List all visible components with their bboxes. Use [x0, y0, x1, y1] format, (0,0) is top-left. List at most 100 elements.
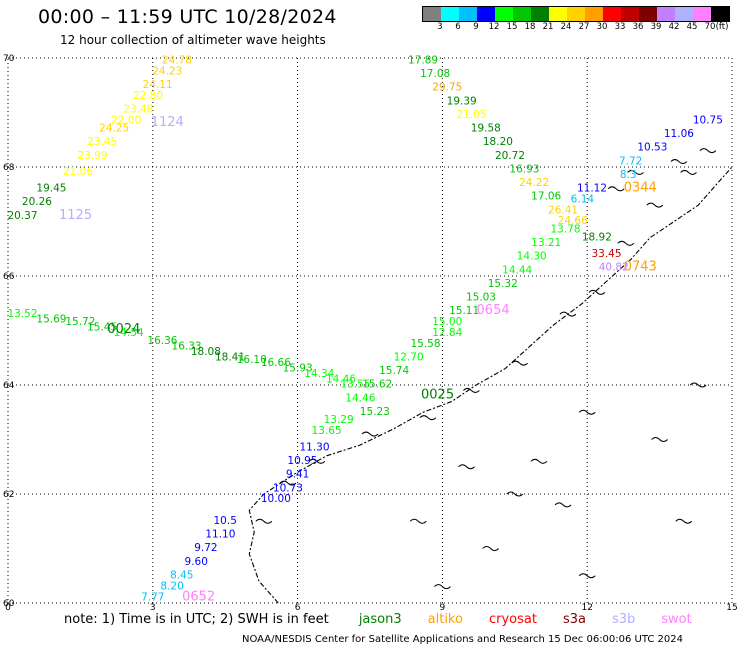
wave-height-value: 11.12 — [577, 183, 607, 195]
color-swatch — [657, 7, 675, 21]
color-swatch — [549, 7, 567, 21]
wave-height-value: 26.41 — [548, 204, 578, 216]
color-swatch — [513, 7, 531, 21]
color-swatch — [477, 7, 495, 21]
wave-height-value: 11.10 — [205, 529, 235, 541]
credit-line: NOAA/NESDIS Center for Satellite Applica… — [242, 634, 684, 645]
wave-height-value: 15.62 — [362, 379, 392, 391]
wave-height-value: 9.60 — [185, 556, 208, 568]
wave-height-value: 10.95 — [287, 455, 317, 467]
wave-height-value: 15.69 — [36, 313, 66, 325]
wave-height-value: 18.92 — [582, 232, 612, 244]
wave-height-value: 17.08 — [420, 68, 450, 80]
wave-height-value: 24.66 — [558, 215, 588, 227]
coast-fragment — [463, 387, 480, 393]
coast-fragment — [511, 360, 528, 366]
coast-fragment — [554, 502, 572, 508]
color-scale-tick-label: 27 — [578, 22, 590, 32]
wave-height-value: 16.93 — [509, 163, 539, 175]
color-swatch — [711, 7, 729, 21]
wave-height-value: 17.06 — [531, 191, 561, 203]
coast-fragment — [458, 464, 475, 470]
wave-height-value: 14.46 — [345, 392, 375, 404]
wave-height-value: 18.08 — [191, 346, 221, 358]
wave-height-value: 15.32 — [488, 278, 518, 290]
wave-height-value: 21.06 — [63, 166, 93, 178]
coast-fragment — [578, 573, 596, 579]
mission-s3b: s3b — [611, 612, 636, 627]
wave-height-value: 29.75 — [432, 82, 462, 94]
color-scale-tick-label: 45 — [686, 22, 698, 32]
color-scale-tick-label: 12 — [488, 22, 500, 32]
lat-tick-label: 66 — [3, 272, 15, 282]
map-title: 00:00 – 11:59 UTC 10/28/2024 — [38, 6, 337, 28]
wave-height-value: 13.78 — [550, 223, 580, 235]
pass-time-label: 0024 — [107, 322, 140, 337]
color-scale-tick-label: 15 — [506, 22, 518, 32]
axis-ticks: 0 3 6 9 12 15 70 68 66 64 62 60 — [3, 54, 738, 613]
wave-height-value: 19.45 — [36, 183, 66, 195]
coast-fragment — [699, 148, 717, 154]
color-scale-tick-label: 30 — [596, 22, 608, 32]
wave-height-value: 13.52 — [7, 308, 37, 320]
coast-fragment — [255, 518, 273, 524]
coast-fragment — [680, 169, 697, 175]
footer-note: note: 1) Time is in UTC; 2) SWH is in fe… — [64, 612, 692, 627]
wave-height-value: 10.5 — [214, 515, 237, 527]
lon-tick-label: 3 — [150, 603, 156, 613]
wave-height-value: 8.45 — [170, 569, 193, 581]
color-swatch — [639, 7, 657, 21]
color-scale-unit: (ft) — [715, 22, 729, 32]
color-scale-tick-label: 6 — [455, 22, 461, 32]
coast-fragment — [646, 202, 664, 208]
coast-fragment — [607, 186, 625, 192]
color-swatch — [585, 7, 603, 21]
wave-height-value: 22.80 — [133, 90, 163, 102]
lon-tick-label: 9 — [440, 603, 446, 613]
coast-fragment — [559, 311, 577, 317]
pass-time-label: 0025 — [421, 388, 454, 403]
mission-s3a: s3a — [562, 612, 586, 627]
wave-height-value: 19.58 — [471, 123, 501, 135]
mission-altiko: altiko — [427, 612, 463, 627]
lat-tick-label: 60 — [3, 599, 15, 609]
pass-time-label: 0344 — [624, 181, 657, 196]
wave-height-value: 13.65 — [312, 425, 342, 437]
wave-height-value: 19.39 — [447, 95, 477, 107]
coast-fragment — [308, 458, 326, 464]
color-swatch — [495, 7, 513, 21]
wave-height-value: 20.26 — [22, 196, 52, 208]
pass-time-label: 1125 — [59, 208, 92, 223]
wave-height-value: 12.84 — [432, 327, 462, 339]
coast-fragment — [617, 240, 635, 246]
pass-time-label: 0743 — [624, 260, 657, 275]
color-scale-tick-label: 36 — [632, 22, 644, 32]
map-subtitle: 12 hour collection of altimeter wave hei… — [60, 33, 326, 47]
color-scale-tick-label: 39 — [650, 22, 662, 32]
coast-fragment — [578, 409, 596, 415]
wave-height-value: 18.20 — [483, 136, 513, 148]
wave-height-value: 23.45 — [87, 136, 117, 148]
lat-tick-label: 62 — [3, 490, 14, 500]
wave-height-value: 23.99 — [77, 150, 107, 162]
wave-height-value: 24.11 — [143, 79, 173, 91]
wave-height-value: 14.46 — [326, 373, 356, 385]
coast-fragment — [670, 159, 688, 165]
mission-cryosat: cryosat — [488, 612, 537, 627]
lon-tick-label: 12 — [581, 603, 592, 613]
coast-fragment — [627, 169, 644, 175]
coastline-path — [248, 166, 733, 604]
wave-height-value: 9.72 — [194, 542, 217, 554]
wave-height-value: 10.53 — [637, 142, 667, 154]
wave-height-value: 21.05 — [456, 109, 486, 121]
coast-fragment — [530, 458, 548, 464]
color-swatch — [603, 7, 621, 21]
wave-height-value: 15.93 — [283, 362, 313, 374]
color-scale-tick-label: 18 — [524, 22, 536, 32]
wave-height-value: 24.25 — [99, 123, 129, 135]
lon-tick-label: 0 — [5, 603, 11, 613]
wave-height-value: 8.3 — [620, 169, 637, 181]
mission-jason3: jason3 — [358, 612, 402, 627]
